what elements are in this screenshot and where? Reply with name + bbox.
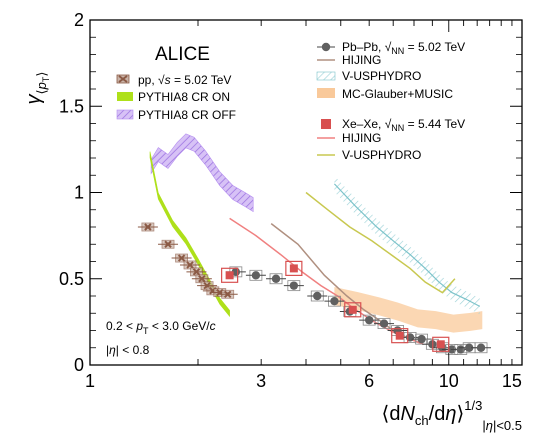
- legend-v-usphydro-pbpb-label: V-USPHYDRO: [342, 69, 421, 83]
- legend-pythia-cr-off-label: PYTHIA8 CR OFF: [138, 108, 236, 122]
- y-tick-label: 0.5: [59, 269, 84, 289]
- pbpb-point: [251, 271, 261, 280]
- legend-mc-glauber-swatch: [317, 88, 335, 98]
- pbpb-point: [476, 343, 486, 352]
- band-mc-glauber-music: [334, 287, 483, 333]
- annotation-pt-range: 0.2 < pT < 3.0 GeV/c: [106, 319, 216, 336]
- legend-layer: pp, √s = 5.02 TeV PYTHIA8 CR ON PYTHIA8 CR…: [116, 40, 465, 162]
- xexe-syst-box: [432, 336, 450, 352]
- experiment-label: ALICE: [155, 44, 210, 65]
- band-pythia8-cr-off: [150, 133, 254, 213]
- legend-hijing-pbpb-label: HIJING: [342, 53, 381, 67]
- line-v-usphydro-xexe: [305, 191, 456, 294]
- x-tick-label: 15: [502, 371, 522, 391]
- legend-pbpb-label: Pb–Pb, √NN = 5.02 TeV: [342, 40, 465, 56]
- legend-hijing-xexe-label: HIJING: [342, 131, 381, 145]
- y-tick-label: 0: [74, 355, 84, 375]
- pbpb-point: [464, 343, 474, 352]
- xexe-point: [225, 271, 234, 280]
- pp-point: [186, 261, 194, 269]
- pbpb-point: [271, 274, 281, 283]
- y-tick-label: 1: [74, 183, 84, 203]
- legend-pythia-cr-off-swatch: [116, 109, 134, 120]
- band-pythia8-cr-on: [149, 151, 230, 318]
- legend-v-usphydro-pbpb-swatch: [316, 71, 336, 81]
- legend-xexe-label: Xe–Xe, √NN = 5.44 TeV: [342, 117, 465, 133]
- y-axis-title: γ⟨pT⟩: [23, 72, 51, 105]
- x-tick-label: 1: [85, 371, 95, 391]
- legend-pythia-cr-on-swatch: [117, 92, 133, 101]
- x-axis-title: ⟨dNch/dη⟩1/3|η|<0.5: [382, 398, 522, 433]
- xexe-point: [348, 305, 357, 314]
- pbpb-point: [417, 334, 426, 344]
- y-tick-label: 2: [74, 10, 84, 30]
- pp-point: [164, 240, 172, 248]
- xexe-point: [395, 331, 404, 340]
- x-tick-label: 3: [256, 371, 266, 391]
- legend-pbpb-marker: [321, 42, 331, 52]
- line-v-usphydro-pbpb: [333, 183, 481, 307]
- legend-v-usphydro-xexe-label: V-USPHYDRO: [342, 148, 421, 162]
- pp-point: [144, 223, 152, 231]
- pp-point: [192, 268, 201, 276]
- xexe-syst-box: [221, 267, 239, 283]
- pbpb-point: [364, 315, 374, 325]
- pbpb-point: [330, 296, 339, 306]
- legend-xexe-marker: [321, 119, 331, 129]
- points-layer: [137, 222, 492, 355]
- legend-pp-marker: [118, 75, 128, 83]
- legend-pythia-cr-on-label: PYTHIA8 CR ON: [138, 90, 230, 104]
- xexe-point: [436, 340, 445, 349]
- x-tick-label: 10: [439, 371, 459, 391]
- annotation-eta-range: |η| < 0.8: [106, 343, 150, 357]
- bands-layer: [149, 133, 483, 333]
- pp-point: [223, 290, 232, 298]
- pp-point: [177, 254, 186, 262]
- xexe-syst-box: [344, 302, 362, 318]
- pbpb-point: [405, 333, 415, 342]
- labels-layer: γ⟨pT⟩ ⟨dNch/dη⟩1/3|η|<0.5 ALICE 0.2 < pT < …: [23, 44, 522, 433]
- xexe-syst-box: [391, 328, 409, 344]
- pbpb-point: [313, 291, 322, 301]
- xexe-point: [289, 264, 298, 273]
- legend-pp-label: pp, √s = 5.02 TeV: [138, 73, 231, 87]
- xexe-syst-box: [285, 260, 303, 276]
- pbpb-point: [379, 319, 389, 328]
- x-tick-label: 6: [364, 371, 374, 391]
- pbpb-point: [289, 281, 299, 290]
- band-v-usphydro-pbpb: [334, 175, 480, 315]
- axes-layer: 0 0.5 1 1.5 2 1 3 6 10 15: [59, 10, 523, 391]
- pp-point: [198, 275, 206, 283]
- legend-mc-glauber-label: MC-Glauber+MUSIC: [342, 87, 453, 101]
- y-tick-label: 1.5: [59, 96, 84, 116]
